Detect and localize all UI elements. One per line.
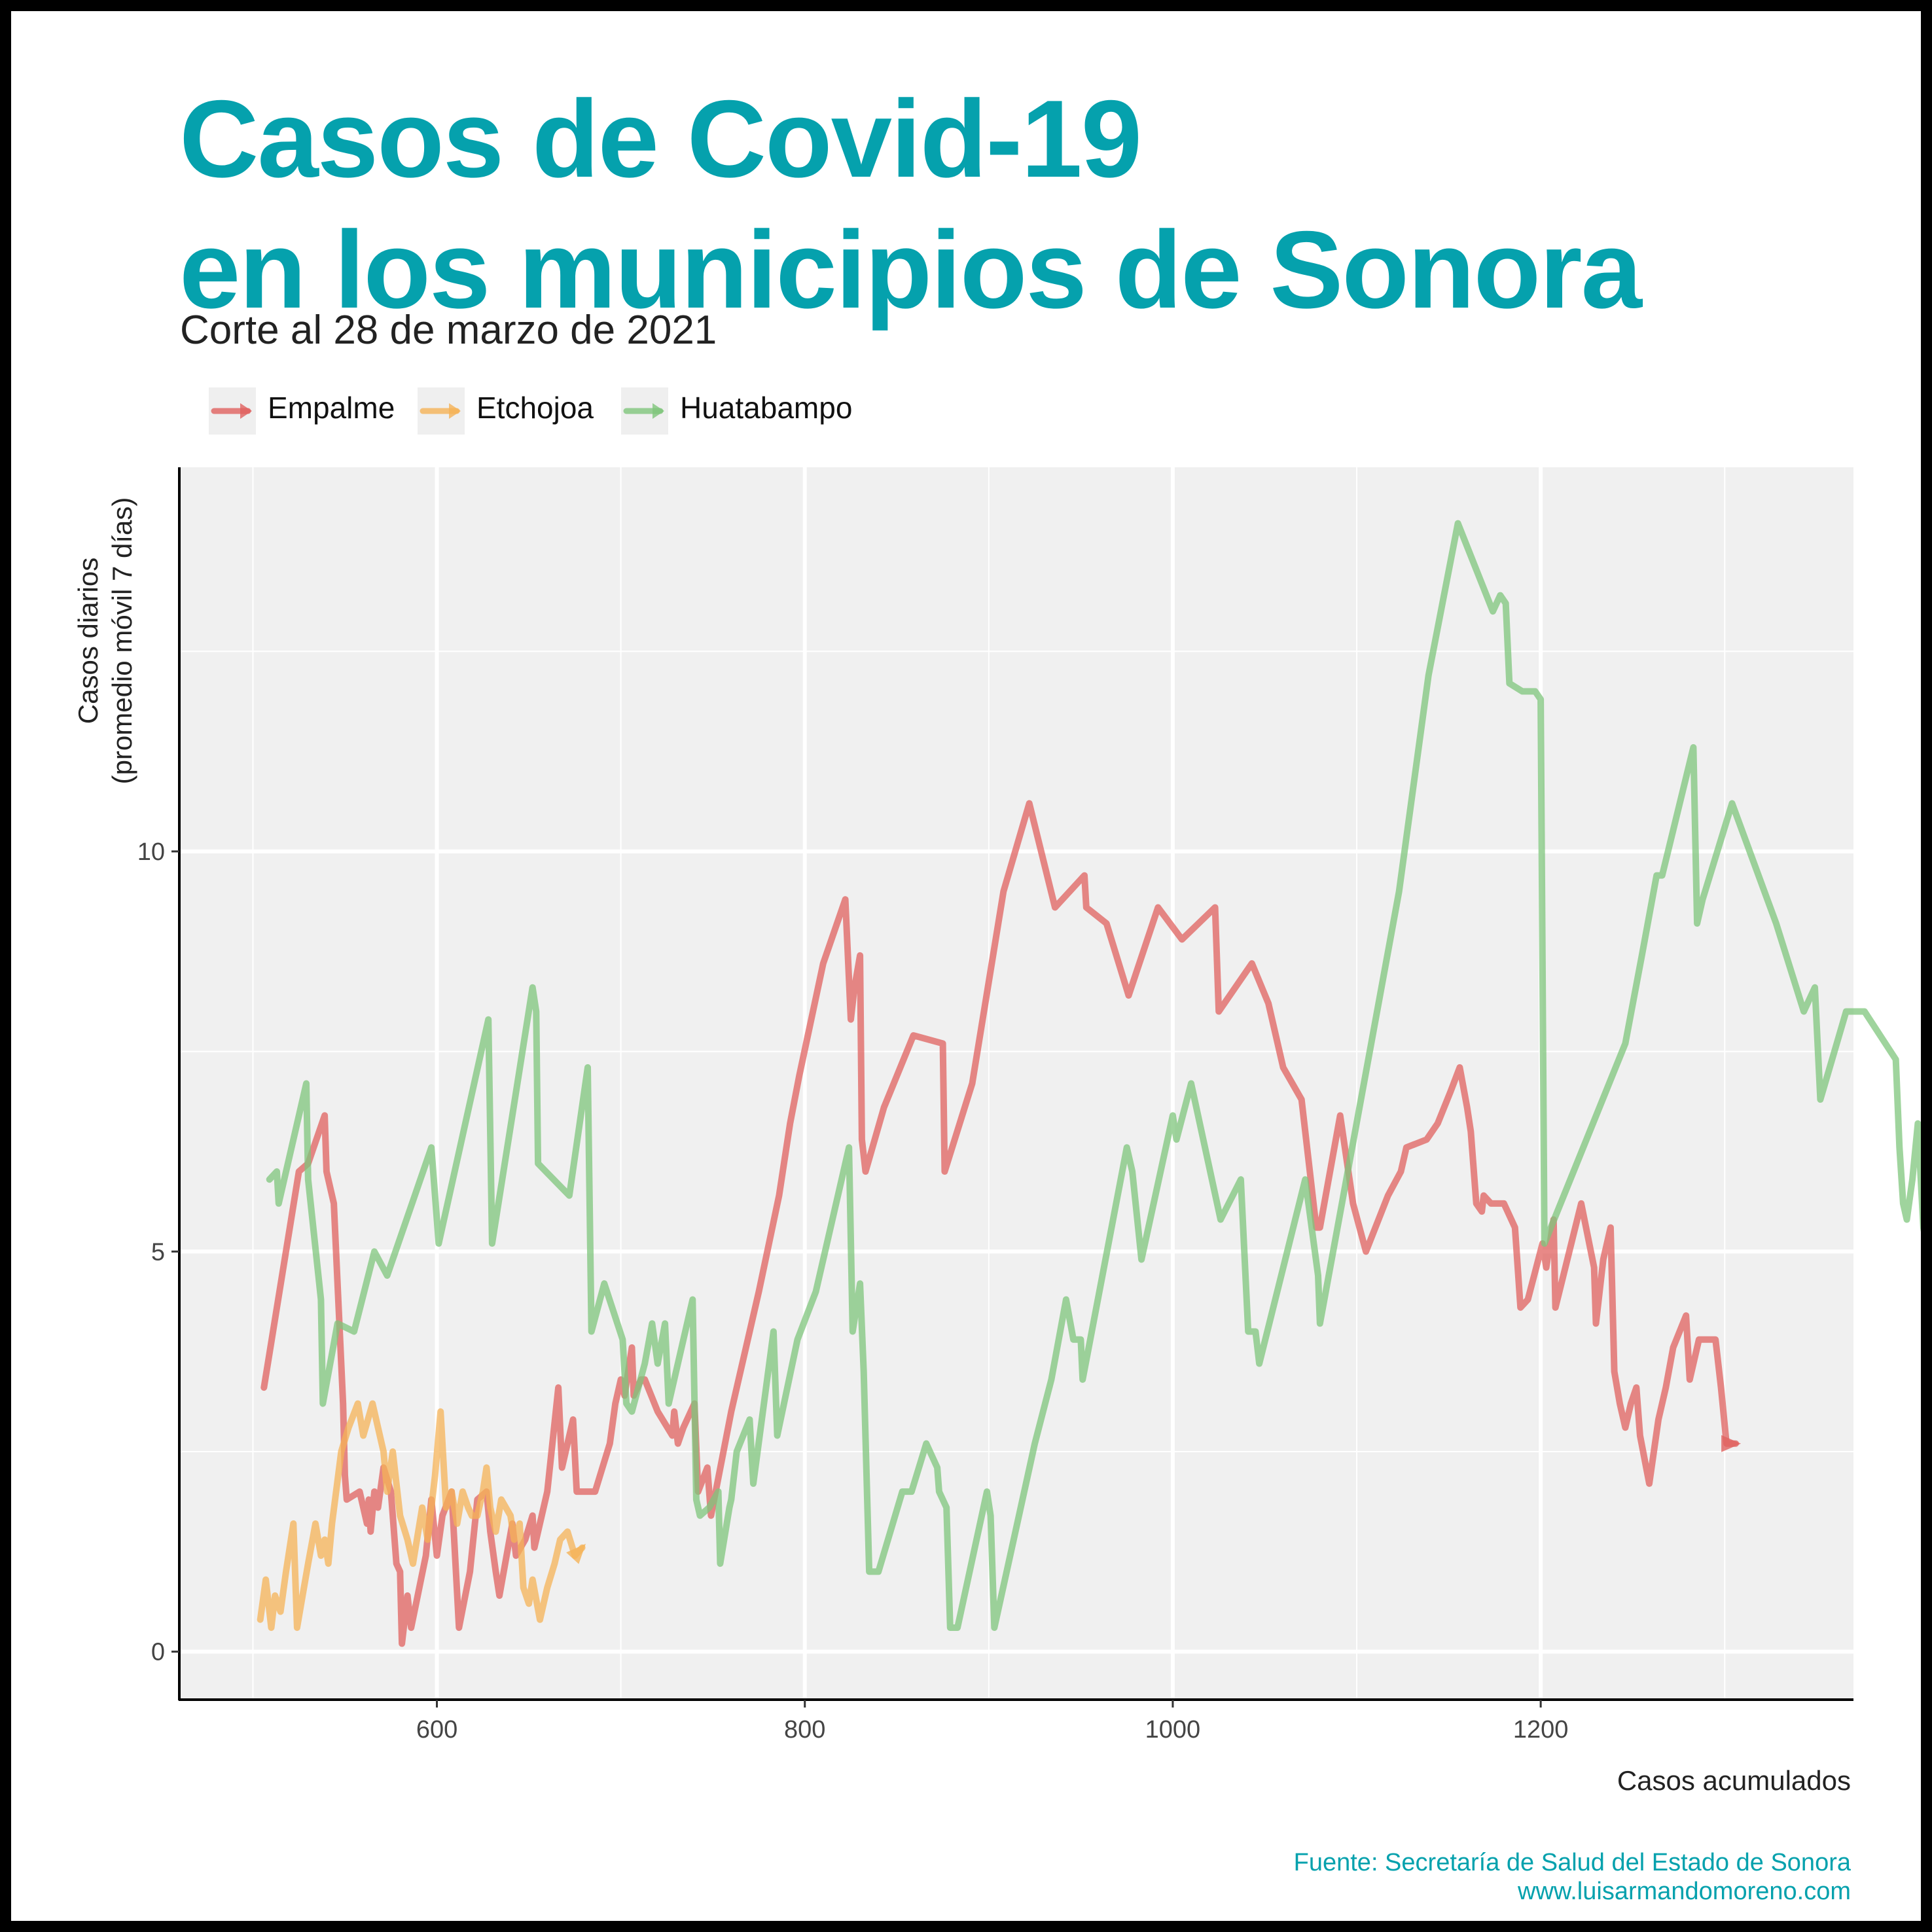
y-tick-label: 5 (151, 1238, 165, 1266)
chart-subtitle: Corte al 28 de marzo de 2021 (180, 308, 717, 353)
legend-label-empalme: Empalme (268, 391, 395, 425)
x-tick-label: 1200 (1513, 1716, 1569, 1744)
plot-panel (179, 467, 1853, 1700)
caption-url: www.luisarmandomoreno.com (1518, 1878, 1851, 1905)
title-line-1: Casos de Covid-19 (179, 77, 1142, 200)
series-arrow-etchojoa (566, 1543, 586, 1564)
chart-frame: Casos de Covid-19 en los municipios de S… (11, 11, 1921, 1921)
legend-label-etchojoa: Etchojoa (476, 391, 594, 425)
chart-title: Casos de Covid-19 en los municipios de S… (179, 73, 1881, 335)
legend-label-huatabampo: Huatabampo (680, 391, 853, 425)
y-axis-title-line-1: Casos diarios (73, 557, 103, 724)
legend-key-empalme (209, 387, 256, 435)
series-arrow-empalme (1721, 1435, 1742, 1452)
legend-key-etchojoa (418, 387, 465, 435)
plot-area: 600 800 1000 1200 0 5 10 (137, 467, 1921, 1744)
y-axis-title: Casos diarios (promedio móvil 7 días) (71, 313, 150, 968)
source-caption: Fuente: Secretaría de Salud del Estado d… (1294, 1848, 1851, 1906)
x-tick-label: 800 (784, 1716, 825, 1744)
caption-source: Fuente: Secretaría de Salud del Estado d… (1293, 1849, 1851, 1876)
x-axis-title: Casos acumulados (1617, 1765, 1851, 1796)
legend-key-huatabampo (621, 387, 668, 435)
x-tick-label: 600 (416, 1716, 457, 1744)
series-line-etchojoa (257, 1400, 586, 1631)
x-tick-label: 1000 (1145, 1716, 1201, 1744)
y-axis-title-line-2: (promedio móvil 7 días) (107, 497, 137, 785)
title-line-2: en los municipios de Sonora (179, 208, 1642, 331)
y-tick-label: 10 (137, 838, 165, 866)
series-line-huatabampo (266, 520, 1921, 1631)
y-tick-label: 0 (151, 1639, 165, 1666)
